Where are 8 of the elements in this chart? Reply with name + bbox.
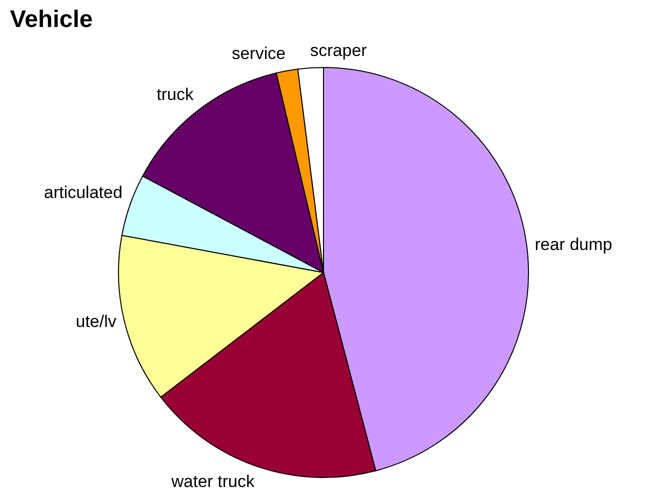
slice-label: water truck <box>170 472 255 492</box>
slice-label: ute/lv <box>76 312 117 332</box>
chart-title: Vehicle <box>10 6 93 33</box>
slice-label: rear dump <box>534 235 612 254</box>
slice-label: scraper <box>310 40 368 60</box>
slice-label: service <box>232 44 286 63</box>
slice-label: truck <box>156 84 194 104</box>
slice-label: articulated <box>44 183 122 202</box>
